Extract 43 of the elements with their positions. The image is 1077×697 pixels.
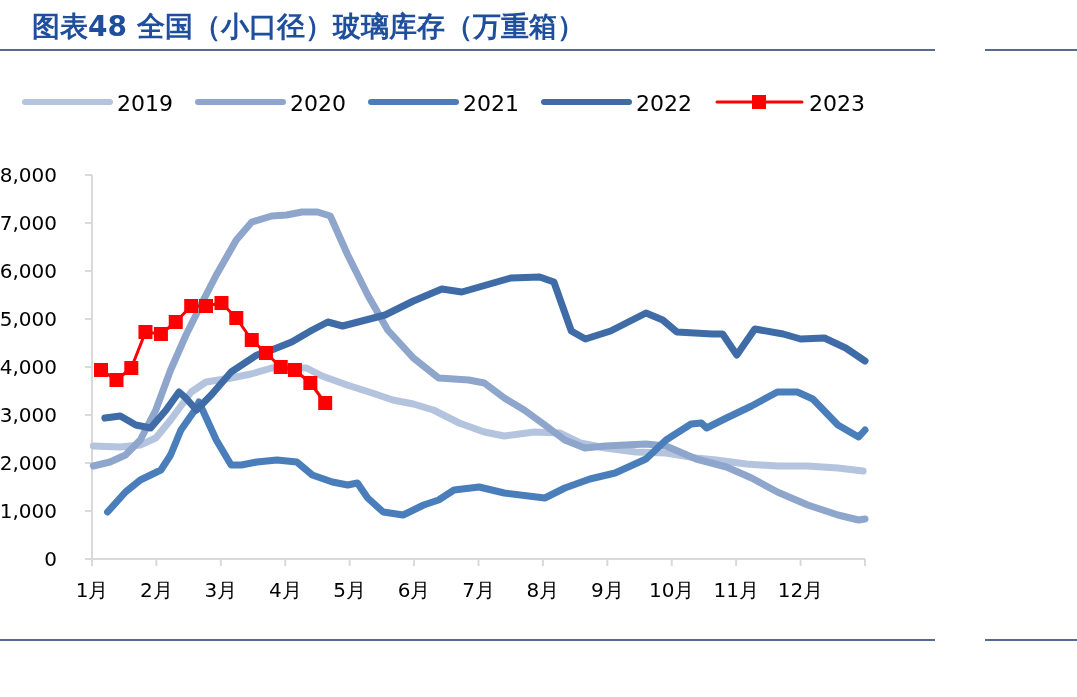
point xyxy=(199,298,214,313)
point xyxy=(273,360,288,374)
point xyxy=(244,332,259,347)
legend-label: 2019 xyxy=(117,91,173,116)
x-tick-label: 11月 xyxy=(713,578,759,602)
x-tick-label: 3月 xyxy=(204,578,238,602)
legend-label: 2020 xyxy=(290,91,346,116)
point xyxy=(258,345,273,360)
point xyxy=(184,298,199,313)
y-tick-label: 7,000 xyxy=(0,211,57,235)
point xyxy=(124,361,139,376)
point xyxy=(318,396,333,410)
y-tick-label: 4,000 xyxy=(0,355,57,379)
x-tick-label: 10月 xyxy=(649,578,695,602)
point xyxy=(94,362,109,377)
y-tick-label: 6,000 xyxy=(0,259,57,283)
legend-label: 2022 xyxy=(636,91,692,116)
point xyxy=(287,362,302,377)
legend-label: 2021 xyxy=(463,91,519,116)
x-tick-label: 8月 xyxy=(526,578,560,602)
x-tick-label: 6月 xyxy=(397,578,431,602)
point xyxy=(138,325,153,340)
point xyxy=(153,326,168,341)
x-tick-label: 5月 xyxy=(333,578,367,602)
point xyxy=(229,310,244,325)
x-tick-label: 12月 xyxy=(777,578,824,602)
y-tick-label: 8,000 xyxy=(0,163,57,187)
y-tick-label: 2,000 xyxy=(0,451,57,475)
point xyxy=(109,373,124,388)
legend-label: 2023 xyxy=(809,91,865,116)
x-tick-label: 7月 xyxy=(462,578,495,602)
y-tick-label: 0 xyxy=(44,547,57,571)
chart-title: 图表48 全国（小口径）玻璃库存（万重箱） xyxy=(32,10,585,43)
x-tick-label: 2月 xyxy=(140,578,173,602)
point xyxy=(214,296,229,311)
y-tick-label: 5,000 xyxy=(0,307,57,331)
y-tick-label: 3,000 xyxy=(0,403,57,427)
point xyxy=(303,375,318,390)
x-tick-label: 9月 xyxy=(590,578,624,602)
x-tick-label: 1月 xyxy=(75,578,109,602)
y-tick-label: 1,000 xyxy=(0,499,57,523)
point xyxy=(168,314,183,329)
x-tick-label: 4月 xyxy=(268,578,302,602)
